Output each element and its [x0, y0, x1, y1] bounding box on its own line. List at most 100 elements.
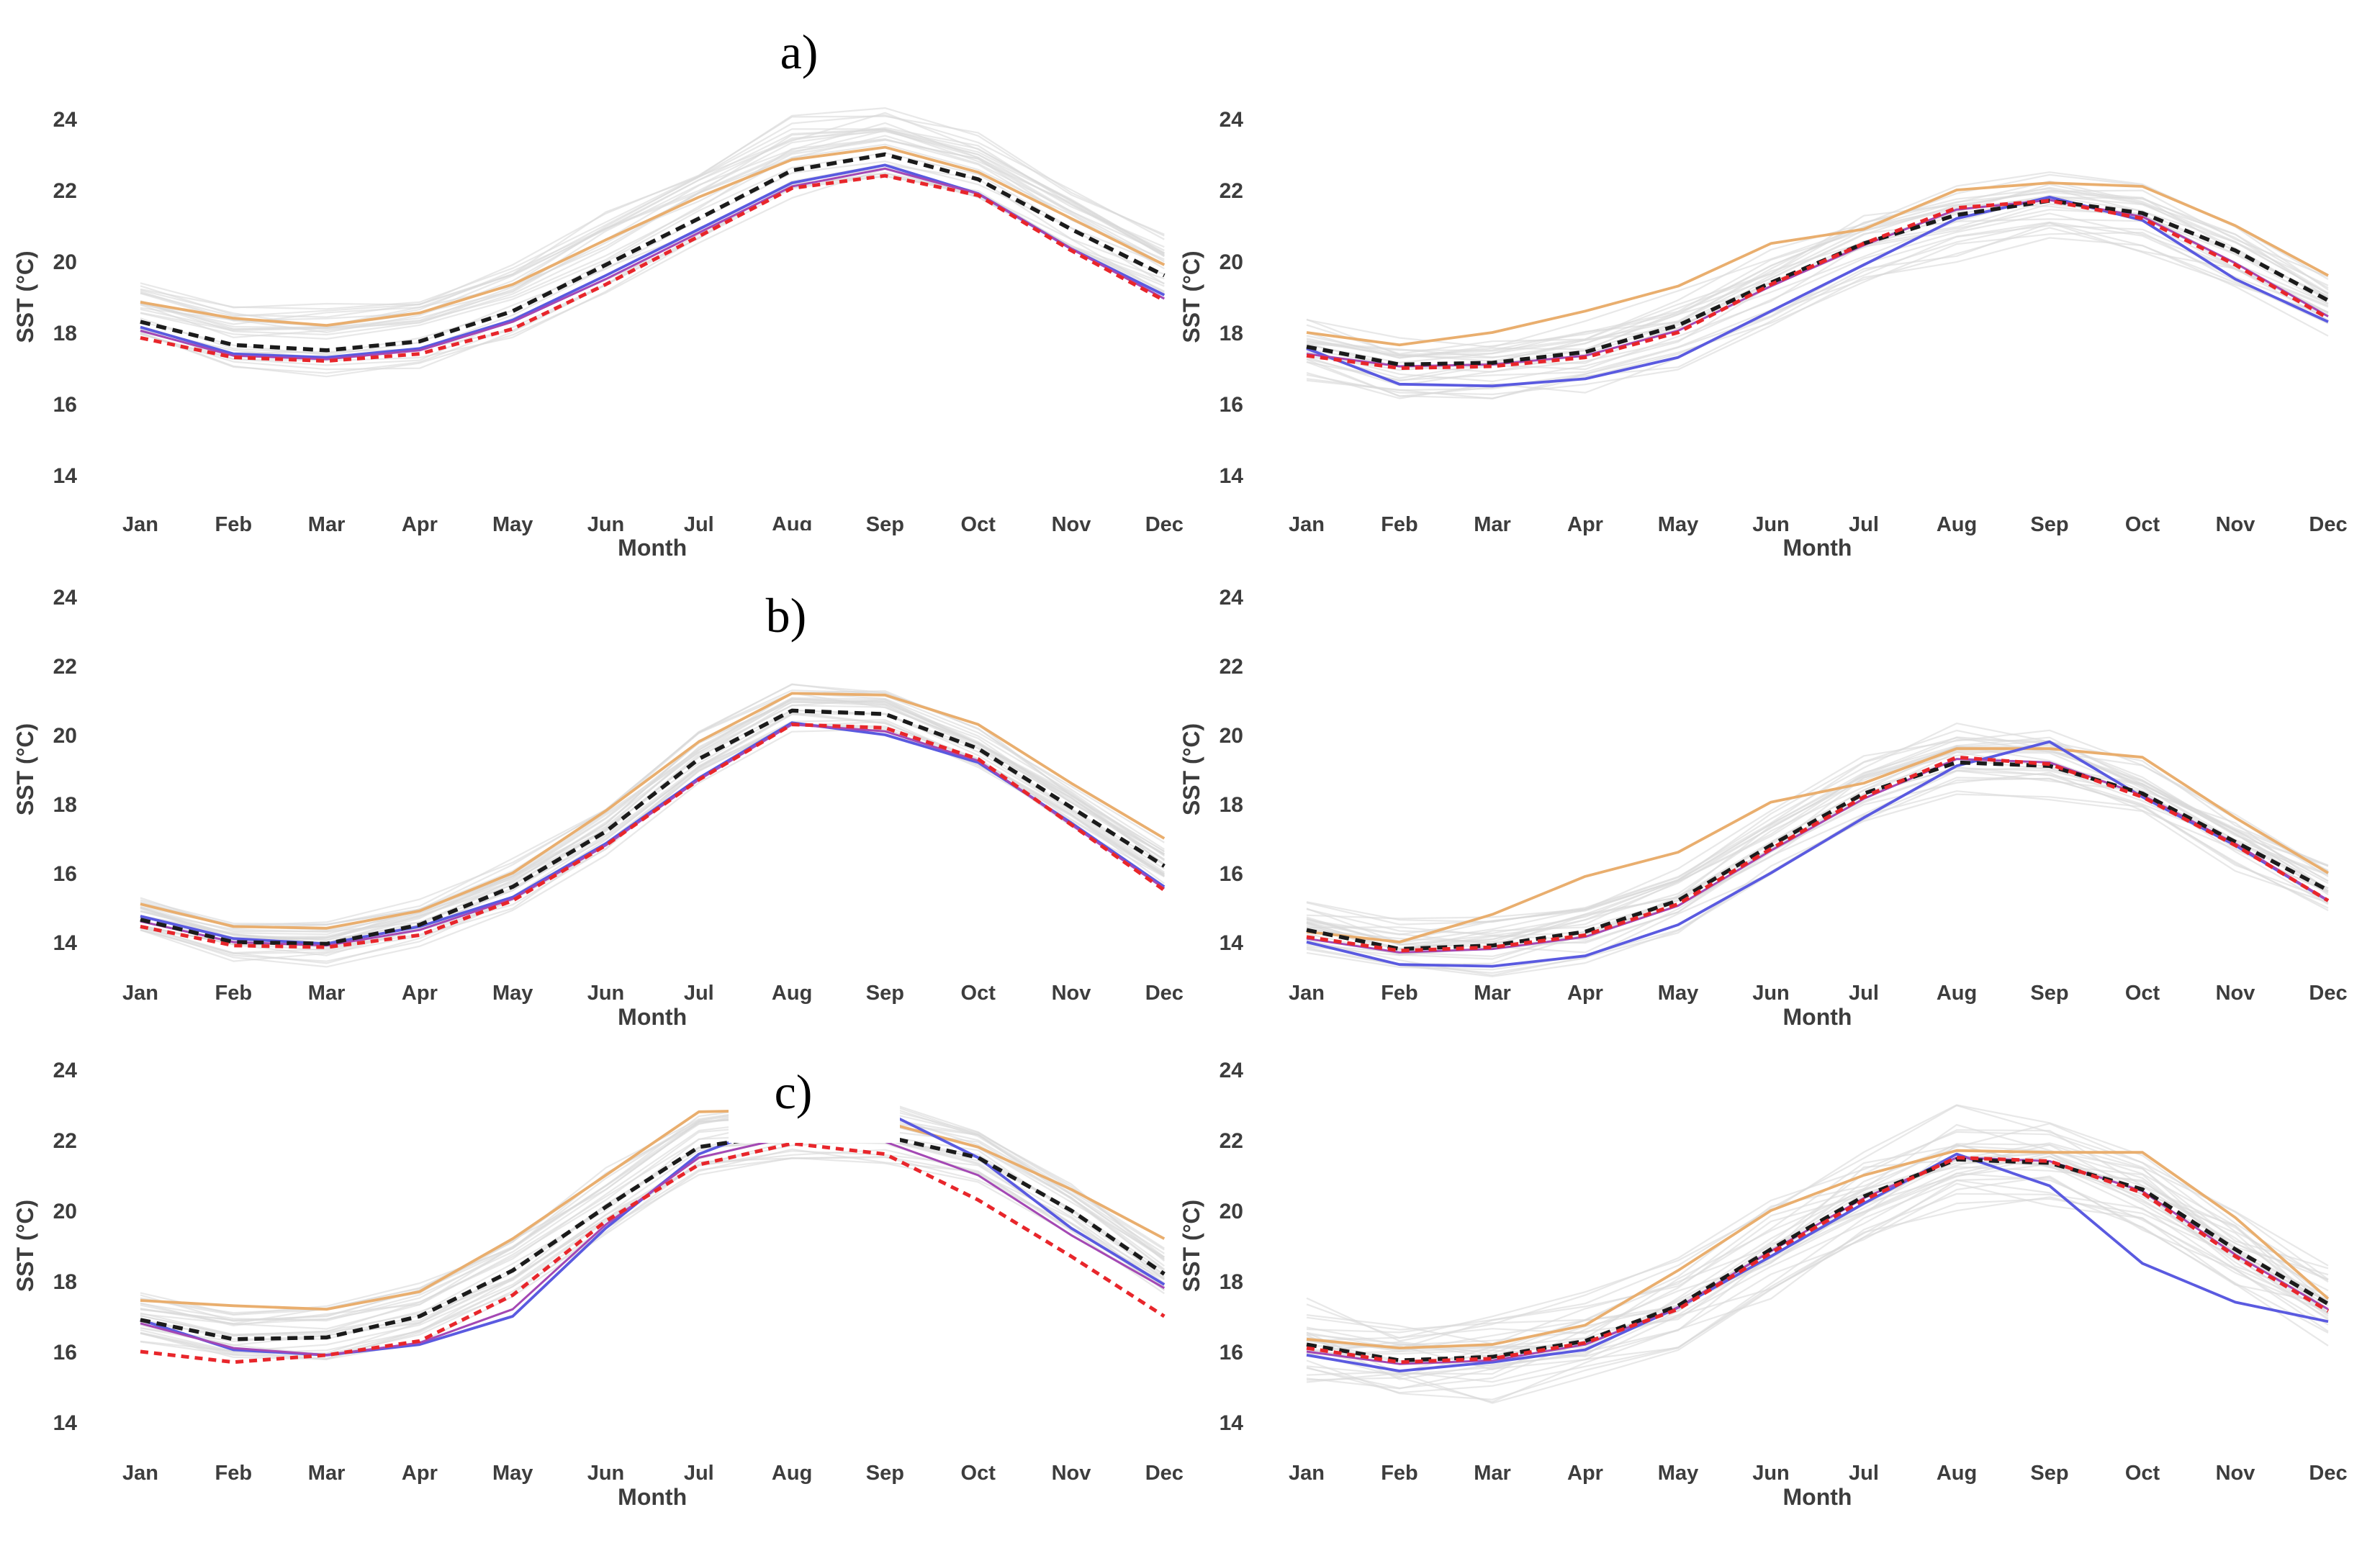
x-tick-label: Apr: [1567, 513, 1603, 536]
x-tick-label: Jun: [587, 513, 625, 536]
panel-title-a: a): [780, 24, 819, 79]
x-tick-label: May: [492, 982, 533, 1005]
y-tick-label: 14: [1220, 931, 1244, 955]
x-axis-title: Month: [1783, 535, 1852, 561]
y-tick-label: 20: [1220, 724, 1243, 748]
x-axis-title: Month: [618, 1484, 687, 1510]
ensemble-member: [140, 1115, 1165, 1321]
y-tick-label: 22: [53, 179, 77, 203]
x-tick-label: Mar: [308, 1462, 346, 1485]
orange-model-line: [1306, 1149, 2330, 1349]
y-tick-label: 14: [53, 464, 78, 488]
x-tick-label: Dec: [1145, 513, 1184, 536]
reference-red-dashed-line: [1306, 199, 2330, 370]
x-tick-label: Jul: [684, 1462, 714, 1485]
y-axis-title: SST (°C): [12, 1200, 38, 1292]
panel-c-left: 24 22 20 18 16 14 Jan Feb Mar Apr May Jun Jul Aug Sep O…: [12, 1059, 1184, 1510]
x-tick-label: Sep: [2030, 1462, 2068, 1485]
ensemble-member: [1306, 221, 2329, 397]
x-tick-label: May: [1658, 982, 1698, 1005]
x-tick-label: Sep: [2030, 513, 2068, 536]
ensemble-member: [1306, 745, 2329, 949]
panel-a-right: 24 22 20 18 16 14 Jan Feb Mar Apr May Jun Jul Aug Sep O…: [1178, 108, 2348, 561]
ensemble-member: [1306, 1144, 2329, 1349]
y-tick-label: 14: [53, 1411, 78, 1435]
ensemble-member: [140, 135, 1165, 330]
x-tick-label: Dec: [2309, 982, 2347, 1005]
x-tick-label: Oct: [2125, 982, 2160, 1005]
y-axis-title: SST (°C): [12, 723, 38, 815]
ensemble-member: [140, 712, 1165, 951]
ensemble-mean-black-dashed-line: [1306, 199, 2330, 367]
y-tick-label: 20: [53, 250, 77, 274]
ensemble-member: [140, 128, 1165, 325]
y-tick-label: 22: [53, 1129, 77, 1153]
x-tick-label: Feb: [215, 982, 253, 1005]
x-tick-label: Mar: [308, 513, 346, 536]
ensemble-member: [1306, 746, 2329, 951]
y-tick-label: 20: [1220, 1200, 1243, 1223]
reference-red-dashed-line: [1306, 1156, 2330, 1365]
y-tick-label: 20: [53, 724, 77, 748]
orange-model-line: [1306, 181, 2329, 347]
y-axis-title: SST (°C): [1178, 1200, 1204, 1292]
x-tick-label: Sep: [866, 1462, 904, 1485]
x-tick-label: Jan: [1289, 1462, 1325, 1485]
reference-red-dashed-line: [1306, 755, 2330, 953]
ensemble-member: [140, 1106, 1166, 1316]
ensemble-mean-black-dashed-line: [140, 708, 1166, 946]
ensemble-member: [1306, 1193, 2329, 1403]
y-tick-label: 16: [53, 1341, 77, 1365]
x-tick-label: Sep: [866, 982, 904, 1005]
ensemble-member: [1306, 189, 2329, 358]
x-tick-label: Jul: [1849, 982, 1879, 1005]
ensemble-member: [140, 122, 1165, 330]
ensemble-member: [140, 1118, 1165, 1330]
y-tick-label: 16: [53, 393, 77, 417]
ensemble-member: [1306, 1129, 2329, 1358]
white-patch-panel-c: [729, 1052, 900, 1143]
reference-red-dashed-line: [140, 1141, 1166, 1365]
y-axis-title: SST (°C): [1178, 723, 1204, 815]
ensemble-member: [140, 175, 1165, 374]
y-tick-label: 16: [1220, 862, 1243, 886]
y-tick-label: 22: [53, 655, 77, 679]
ensemble-member: [1306, 1172, 2329, 1389]
x-tick-label: Jan: [122, 982, 158, 1005]
ensemble-member: [1306, 793, 2329, 977]
purple-model-line: [140, 1135, 1166, 1357]
ensemble-member: [1306, 188, 2329, 362]
ensemble-member: [140, 692, 1165, 933]
y-tick-label: 22: [1220, 655, 1243, 679]
x-tick-label: Nov: [1052, 982, 1091, 1005]
x-tick-label: Jan: [1289, 982, 1325, 1005]
panel-title-c: c): [775, 1064, 813, 1119]
blue-model-line: [1306, 195, 2329, 388]
y-tick-label: 24: [1220, 108, 1244, 132]
x-tick-label: Aug: [1937, 513, 1977, 536]
ensemble-member: [1306, 212, 2329, 386]
x-tick-label: Oct: [961, 513, 996, 536]
x-tick-label: May: [492, 513, 533, 536]
x-tick-label: Aug: [1937, 982, 1977, 1005]
y-tick-label: 24: [53, 586, 78, 610]
ensemble-member: [1306, 189, 2329, 355]
y-axis-title: SST (°C): [1178, 250, 1204, 343]
x-tick-label: Nov: [2216, 513, 2255, 536]
ensemble-member: [1306, 222, 2329, 399]
x-tick-label: Jun: [587, 1462, 625, 1485]
x-tick-label: Jul: [684, 513, 714, 536]
y-tick-label: 22: [1220, 179, 1243, 203]
x-tick-label: Apr: [402, 1462, 438, 1485]
orange-model-line: [1306, 747, 2329, 944]
y-tick-label: 18: [1220, 1270, 1243, 1294]
ensemble-member: [1306, 1104, 2329, 1339]
ensemble-member: [140, 107, 1165, 310]
x-tick-label: Apr: [1567, 1462, 1603, 1485]
x-tick-label: Apr: [402, 982, 438, 1005]
blue-model-line: [1306, 1152, 2329, 1372]
y-tick-label: 16: [53, 862, 77, 886]
x-tick-label: Sep: [2030, 982, 2068, 1005]
y-tick-label: 20: [53, 1200, 77, 1223]
